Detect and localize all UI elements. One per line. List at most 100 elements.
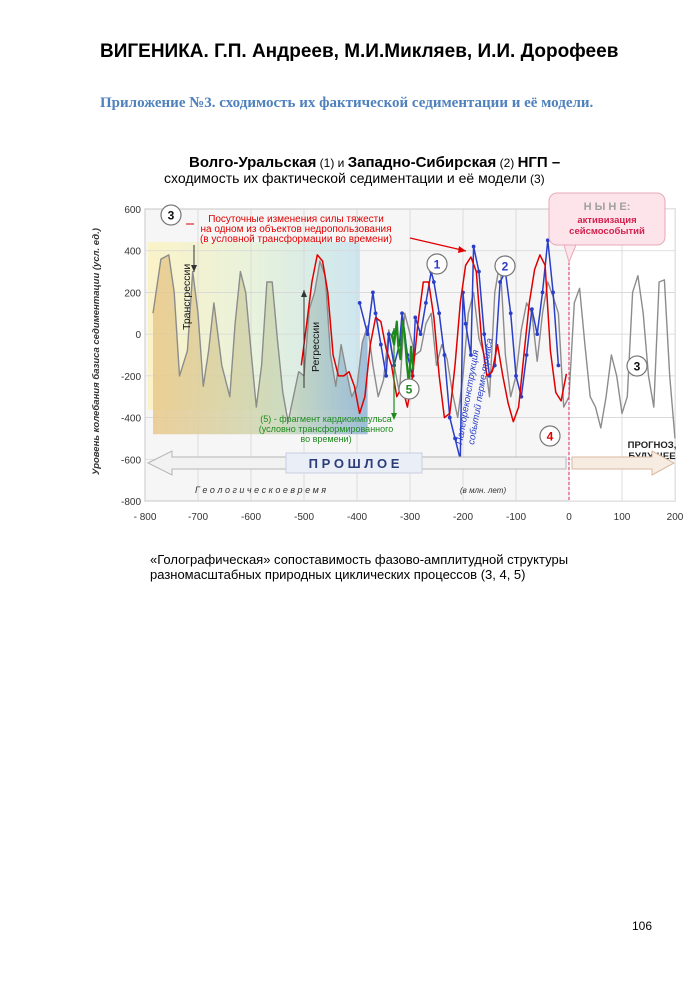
series-3-fill [153,254,368,435]
series-2-point [453,436,457,441]
svg-text:5: 5 [406,383,413,397]
series-2-point [365,332,370,337]
gravity-arrowhead [458,246,466,253]
y-tick-label: 600 [124,205,141,216]
series-2-point [463,321,468,326]
series-2-point [424,300,428,305]
page-number: 106 [632,919,653,933]
past-label: П Р О Ш Л О Е [309,456,400,471]
y-axis-label: Уровень колебания базиса седиментации (у… [91,228,102,475]
y-tick-labels: 600 400 200 0 -200 -400 -600 -800 [121,205,141,508]
x-tick-label: -500 [294,512,314,520]
marker-3-left: 3 [160,204,182,226]
series-line-2 [358,239,560,461]
future-arrow [571,450,676,476]
series-2-point [508,311,513,316]
x-tick-label: -700 [188,512,208,520]
caption-line1: «Голографическая» сопоставимость фазово-… [150,552,569,567]
chart-svg: Волго-Уральская (1) и Западно-Сибирская … [91,154,684,520]
marker-3-right: 3 [626,355,648,377]
x-tick-label: -600 [241,512,261,520]
series-2-point [431,280,436,284]
gravity-arrow [409,237,467,252]
caption-line2: разномасштабных природных циклических пр… [150,567,526,582]
series-2-point [551,290,555,295]
series-2-point [530,307,534,312]
marker-1: 1 [426,253,448,275]
regression-arrowhead [301,290,307,297]
svg-text:1: 1 [434,258,441,272]
svg-text:3: 3 [168,209,175,223]
gravity-note-line3: (в условной трансформации во времени) [200,233,392,245]
now-sub2: сейсмособытий [569,226,645,237]
x-tick-label: -300 [400,512,420,520]
y-tick-label: 400 [124,247,141,258]
series-2-point [442,353,447,357]
series-line-1 [152,254,676,439]
series-2-point [371,290,375,295]
series-2-point [400,311,404,316]
y-tick-label: -200 [121,372,141,383]
series-2-point [447,415,452,420]
transgression-label: Трансгрессии [181,264,193,330]
x-tick-label: 100 [614,512,631,520]
series-2-point [384,373,389,378]
x-tick-label: 0 [566,512,572,520]
geotime-units: (в млн. лет) [460,486,506,495]
y-tick-label: -800 [121,497,141,508]
x-tick-label: 200 [667,512,684,520]
series-2-point [386,332,391,337]
now-box-pointer [563,244,577,264]
series-2-point [471,244,476,249]
figure-heading-line2: сходимость их фактической седиментации и… [164,170,545,186]
now-sub1: активизация [577,215,636,226]
y-tick-label: -600 [121,455,141,466]
y-tick-label: 200 [124,288,141,299]
gravity-note-line2: на одном из объектов недропользования [200,223,391,235]
series-2-point [477,269,481,274]
series-2-point [498,280,502,284]
figure-caption: «Голографическая» сопоставимость фазово-… [150,552,568,582]
series-2-point [378,342,383,347]
marker-5: 5 [398,378,420,400]
series-group [152,238,676,462]
transgression-arrowhead [191,265,197,272]
series-2-point [514,373,518,378]
series-2-point [373,311,378,316]
x-tick-labels: - 800 -700 -600 -500 -400 -300 -200 -100 0 100 200 [134,512,684,520]
x-tick-label: - 800 [134,512,157,520]
cardio-arrowhead-up [391,328,397,335]
cardio-note-line3: во времени) [300,434,351,444]
past-label-box [285,452,423,474]
geotime-label: Г е о л о г и ч е с к о е в р е м я [195,485,326,495]
document-title: ВИГЕНИКА. Г.П. Андреев, М.И.Микляев, И.И… [100,41,619,62]
series-2-point [540,290,545,295]
cardio-note-line2: (условно трансформированного [259,424,393,434]
series-2-point [418,332,423,337]
cardio-arrowhead-down [391,413,397,420]
now-label: Н Ы Н Е: [584,201,631,213]
series-2-point [357,300,362,305]
x-tick-label: -100 [506,512,526,520]
marker-2: 2 [494,255,516,277]
now-box [548,192,666,246]
y-tick-label: -400 [121,414,141,425]
svg-text:4: 4 [547,430,554,444]
series-2-point [482,332,487,337]
x-tick-label: -200 [453,512,473,520]
regression-label: Регрессии [310,322,322,372]
marker-4: 4 [539,425,561,447]
series-line-4 [390,320,415,386]
svg-text:3: 3 [634,360,641,374]
appendix-title: Приложение №3. сходимость их фактической… [100,95,594,111]
series-2-point [535,332,540,337]
forecast-label-line1: ПРОГНОЗ, [628,440,677,451]
gravity-note-line1: Посуточные изменения силы тяжести [208,214,384,225]
cardio-note-line1: (5) - фрагмент кардиоимпульса [260,414,392,424]
series-2-point [556,363,561,368]
x-tick-label: -400 [347,512,367,520]
series-2-point [413,315,418,320]
series-2-point [469,353,473,357]
series-2-point [524,353,529,357]
figure-heading-line1: Волго-Уральская (1) и Западно-Сибирская … [189,154,560,171]
